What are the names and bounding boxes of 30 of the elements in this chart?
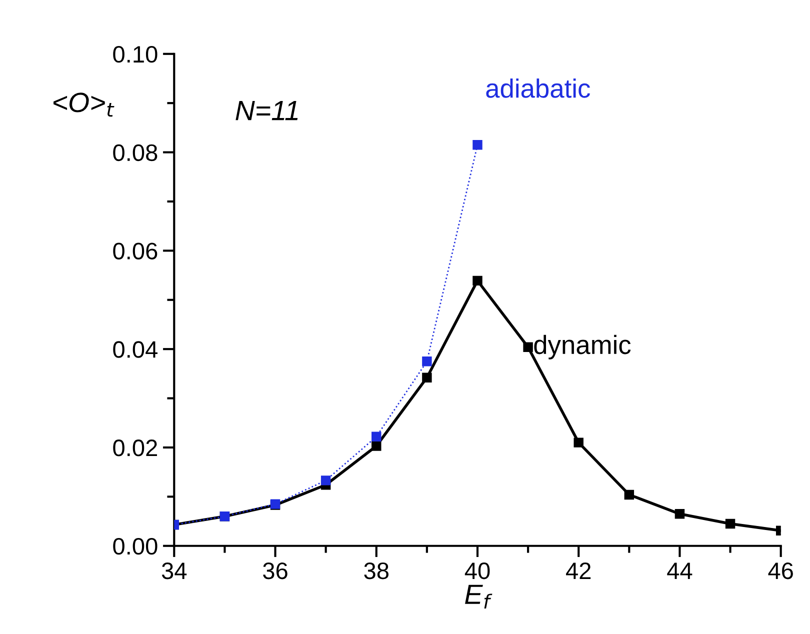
- series-label: dynamic: [534, 334, 631, 360]
- y-tick-label: 0.04: [113, 341, 158, 358]
- point: [422, 356, 432, 366]
- point: [320, 476, 331, 486]
- x-tick-label: 44: [667, 562, 692, 579]
- point: [372, 432, 382, 442]
- x-tick-label: 36: [263, 562, 288, 580]
- point: [372, 441, 382, 451]
- x-tick-label: 34: [162, 562, 187, 580]
- point: [523, 342, 533, 352]
- point: [422, 372, 432, 382]
- y-tick-label: 0.10: [113, 46, 158, 63]
- point: [624, 490, 634, 500]
- x-tick-label: 40: [464, 562, 490, 580]
- series-label: adiabatic: [486, 78, 590, 98]
- x-tick-label: 42: [566, 562, 591, 579]
- point: [472, 140, 482, 150]
- annotation: N=11: [236, 101, 298, 120]
- y-tick-label: 0.08: [113, 144, 158, 162]
- y-tick-label: 0.06: [113, 242, 158, 260]
- point: [674, 509, 685, 519]
- x-tick-label: 38: [364, 562, 388, 580]
- point: [574, 438, 584, 448]
- x-tick-label: 46: [768, 562, 793, 580]
- y-tick-label: 0.00: [113, 538, 158, 555]
- y-tick-label: 0.02: [113, 440, 157, 456]
- point: [472, 276, 482, 286]
- point: [725, 518, 736, 529]
- y-axis-title: <O>$_{t}$: [54, 92, 114, 117]
- x-axis-title: E$_{f}$: [465, 584, 492, 608]
